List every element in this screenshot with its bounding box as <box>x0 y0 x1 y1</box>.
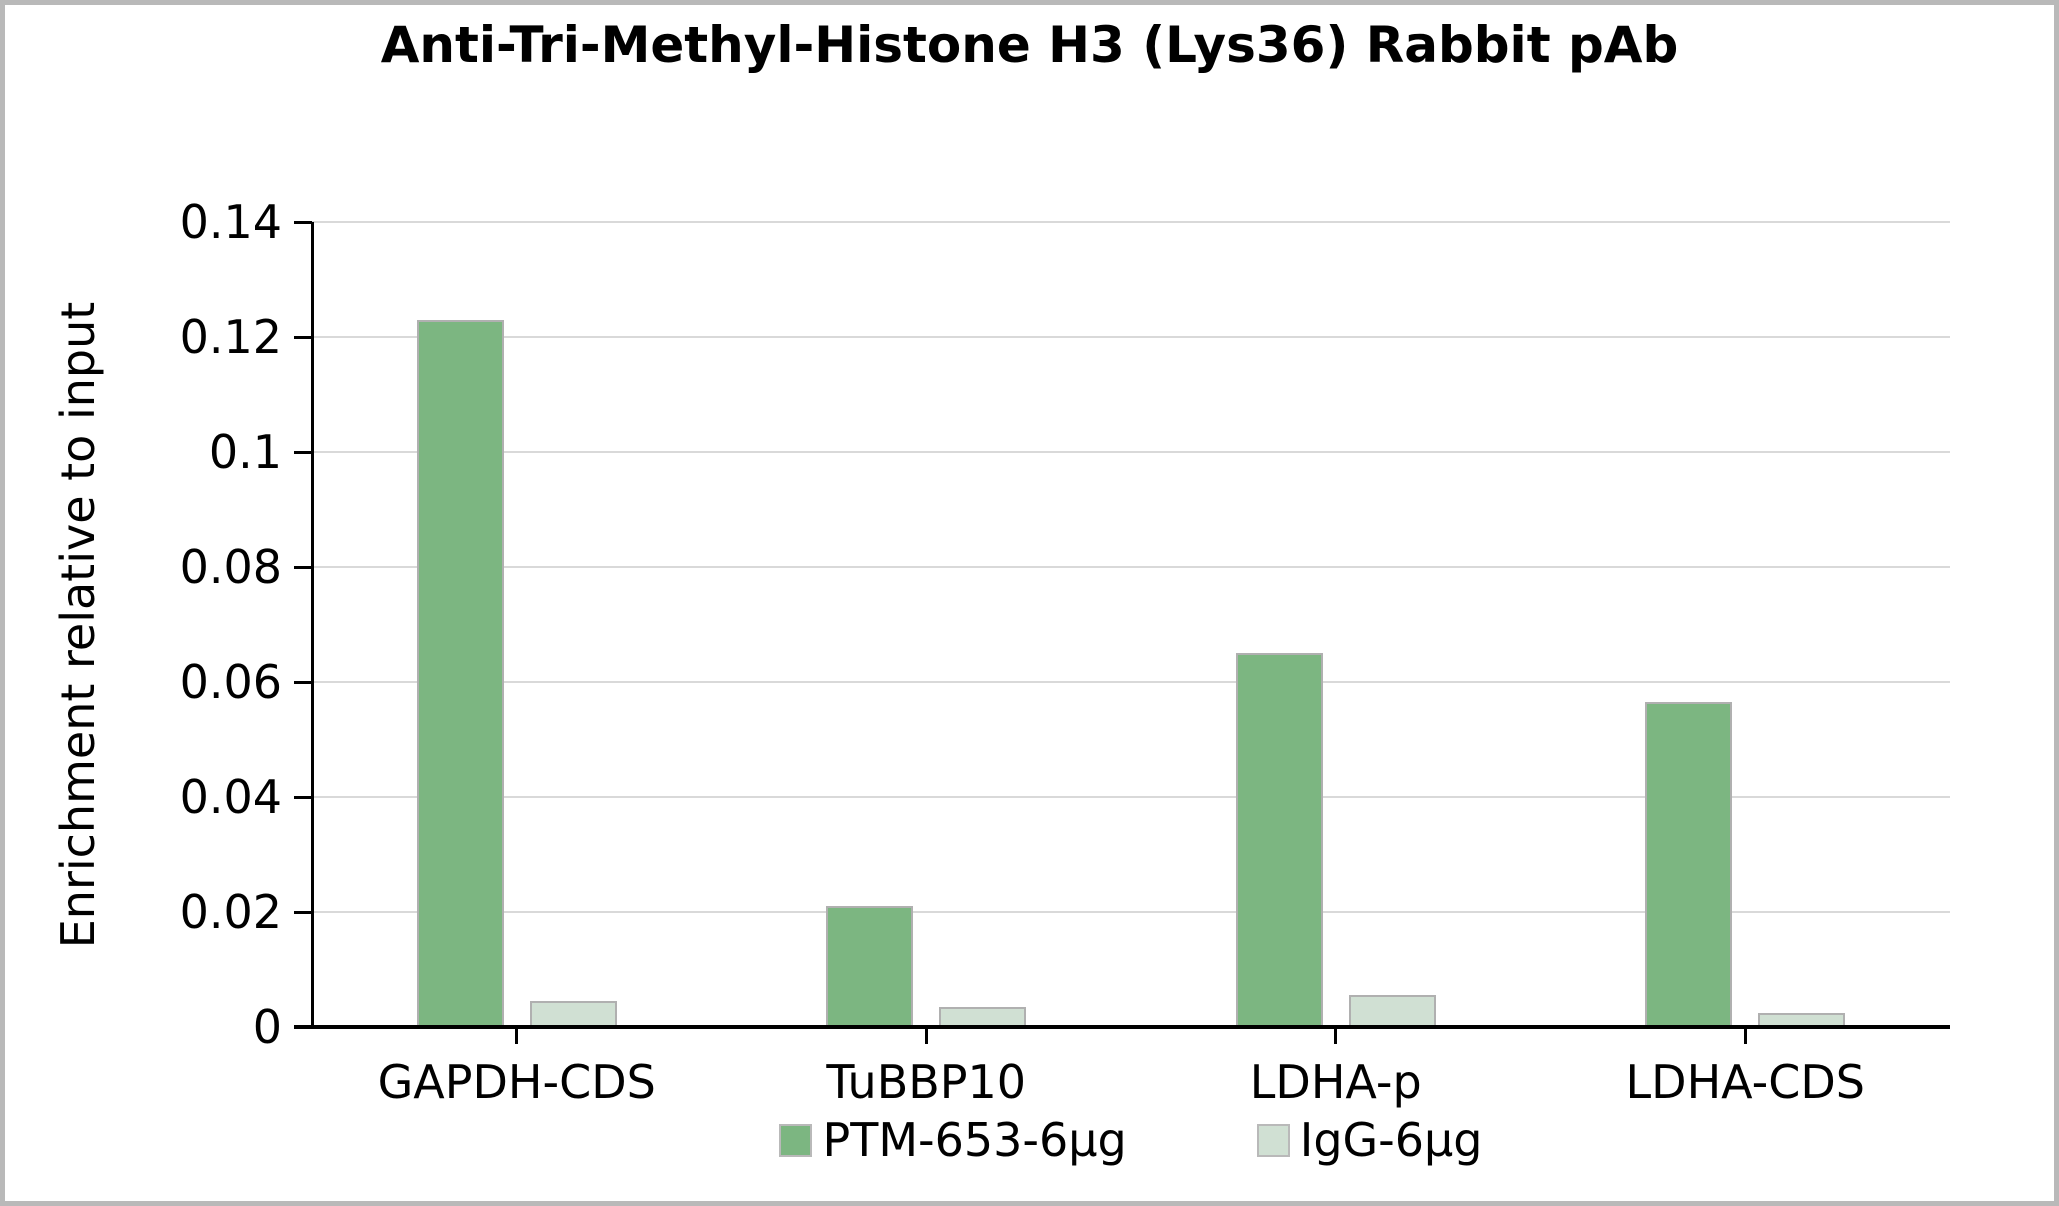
legend-swatch-ptm-653-6-g <box>779 1123 813 1157</box>
bar-ptm-653-6-g-ldha-cds <box>1645 702 1733 1027</box>
bar-ptm-653-6-g-tubbp10 <box>826 906 914 1027</box>
y-tick-0.08 <box>294 565 312 569</box>
x-category-label-tubbp10: TuBBP10 <box>826 1055 1027 1109</box>
x-tick-ldha-p <box>1334 1027 1338 1044</box>
y-tick-label-0.02: 0.02 <box>179 885 282 939</box>
x-category-label-ldha-p: LDHA-p <box>1249 1055 1422 1109</box>
category-group-ldha-cds <box>1541 222 1951 1027</box>
y-axis-title: Enrichment relative to input <box>51 301 105 949</box>
legend-entry-igg-6-g: IgG-6µg <box>1256 1112 1483 1168</box>
y-tick-label-0: 0 <box>252 1000 282 1054</box>
legend-label-igg-6-g: IgG-6µg <box>1299 1113 1483 1167</box>
y-tick-0.12 <box>294 335 312 339</box>
y-tick-0.06 <box>294 680 312 684</box>
gridline-0.06 <box>312 681 1950 683</box>
x-tick-ldha-cds <box>1743 1027 1747 1044</box>
gridline-0.12 <box>312 336 1950 338</box>
bar-ptm-653-6-g-ldha-p <box>1235 653 1323 1027</box>
y-tick-label-0.14: 0.14 <box>179 195 282 249</box>
category-group-ldha-p <box>1131 222 1541 1027</box>
y-tick-label-0.06: 0.06 <box>179 655 282 709</box>
gridline-0.1 <box>312 451 1950 453</box>
category-group-tubbp10 <box>722 222 1132 1027</box>
x-category-labels: GAPDH-CDS TuBBP10 LDHA-p LDHA-CDS <box>312 1056 1950 1108</box>
legend-swatch-igg-6-g <box>1256 1123 1290 1157</box>
x-category-label-ldha-cds: LDHA-CDS <box>1625 1055 1865 1109</box>
y-tick-0.02 <box>294 910 312 914</box>
bar-igg-6-g-ldha-p <box>1348 995 1436 1027</box>
y-tick-label-0.08: 0.08 <box>179 540 282 594</box>
bar-igg-6-g-tubbp10 <box>939 1006 1027 1027</box>
gridline-0.14 <box>312 221 1950 223</box>
plot-area <box>294 221 1950 1029</box>
legend: PTM-653-6µg IgG-6µg <box>312 1112 1950 1168</box>
x-tick-tubbp10 <box>924 1027 928 1044</box>
bar-igg-6-g-gapdh-cds <box>529 1001 617 1027</box>
bar-igg-6-g-ldha-cds <box>1758 1012 1846 1027</box>
x-category-label-gapdh-cds: GAPDH-CDS <box>377 1055 656 1109</box>
legend-label-ptm-653-6-g: PTM-653-6µg <box>822 1113 1127 1167</box>
bar-ptm-653-6-g-gapdh-cds <box>416 319 504 1027</box>
y-axis-line <box>311 222 314 1028</box>
gridline-0.02 <box>312 911 1950 914</box>
bars-row <box>312 222 1950 1027</box>
y-tick-0.04 <box>294 795 312 799</box>
gridline-0.04 <box>312 796 1950 799</box>
x-tick-gapdh-cds <box>515 1027 519 1044</box>
y-tick-label-0.04: 0.04 <box>179 770 282 824</box>
x-axis-line <box>294 1025 1950 1029</box>
y-tick-0.1 <box>294 450 312 454</box>
category-group-gapdh-cds <box>312 222 722 1027</box>
gridline-0.08 <box>312 566 1950 569</box>
legend-entry-ptm-653-6-g: PTM-653-6µg <box>779 1112 1127 1168</box>
y-tick-label-0.12: 0.12 <box>179 310 282 364</box>
y-tick-0.14 <box>294 220 312 224</box>
y-tick-label-0.1: 0.1 <box>208 425 282 479</box>
chart-title: Anti-Tri-Methyl-Histone H3 (Lys36) Rabbi… <box>380 16 1679 74</box>
